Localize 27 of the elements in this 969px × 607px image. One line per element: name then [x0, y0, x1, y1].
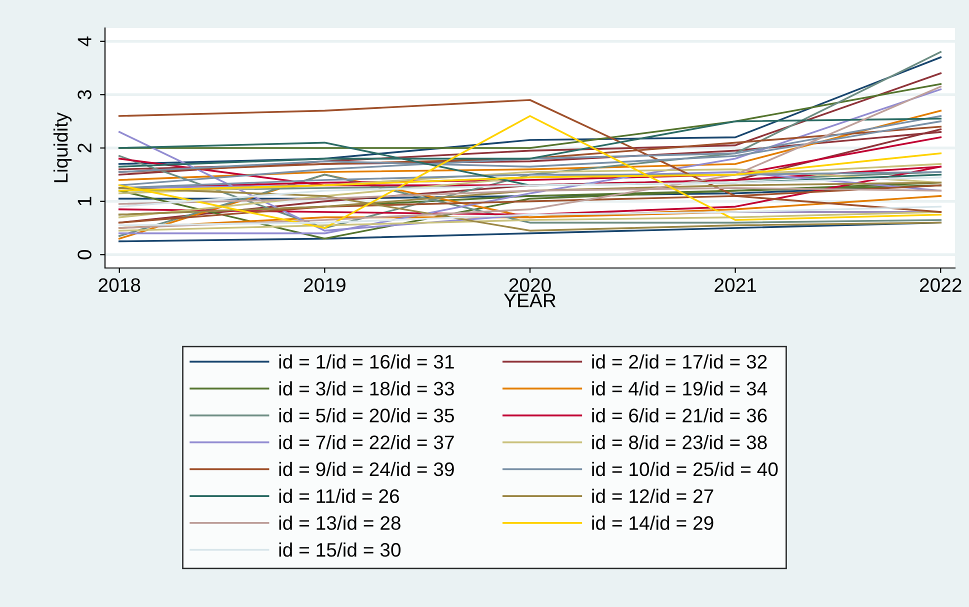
legend-label: id = 1/id = 16/id = 31	[279, 354, 454, 369]
x-tick-label: 2020	[509, 278, 551, 292]
legend-label: id = 13/id = 28	[279, 516, 400, 530]
legend-label: id = 3/id = 18/id = 33	[279, 381, 454, 396]
legend-label: id = 12/id = 27	[592, 488, 714, 504]
x-tick-label: 2022	[920, 278, 962, 292]
y-tick-label: 2	[78, 144, 92, 152]
x-tick-label: 2021	[714, 278, 756, 292]
y-tick-label: 0	[78, 250, 92, 260]
legend-label: id = 8/id = 23/id = 38	[592, 435, 767, 450]
x-tick-label: 2019	[304, 278, 346, 292]
legend-label: id = 14/id = 29	[592, 516, 714, 530]
y-tick-label: 3	[78, 90, 92, 100]
legend-label: id = 7/id = 22/id = 37	[279, 435, 454, 450]
legend-label: id = 9/id = 24/id = 39	[279, 462, 454, 476]
legend-label: id = 15/id = 30	[279, 542, 401, 557]
legend-label: id = 6/id = 21/id = 36	[592, 408, 767, 422]
legend-label: id = 2/id = 17/id = 32	[592, 354, 767, 369]
legend-label: id = 11/id = 26	[279, 488, 399, 504]
y-tick-label: 1	[78, 196, 92, 206]
legend-label: id = 10/id = 25/id = 40	[592, 462, 778, 476]
x-tick-label: 2018	[98, 278, 140, 292]
legend-label: id = 5/id = 20/id = 35	[279, 408, 454, 422]
legend-label: id = 4/id = 19/id = 34	[592, 381, 768, 396]
y-tick-label: 4	[78, 36, 92, 46]
x-axis-title: YEAR	[504, 294, 556, 308]
y-axis-title: Liquidity	[53, 112, 72, 182]
